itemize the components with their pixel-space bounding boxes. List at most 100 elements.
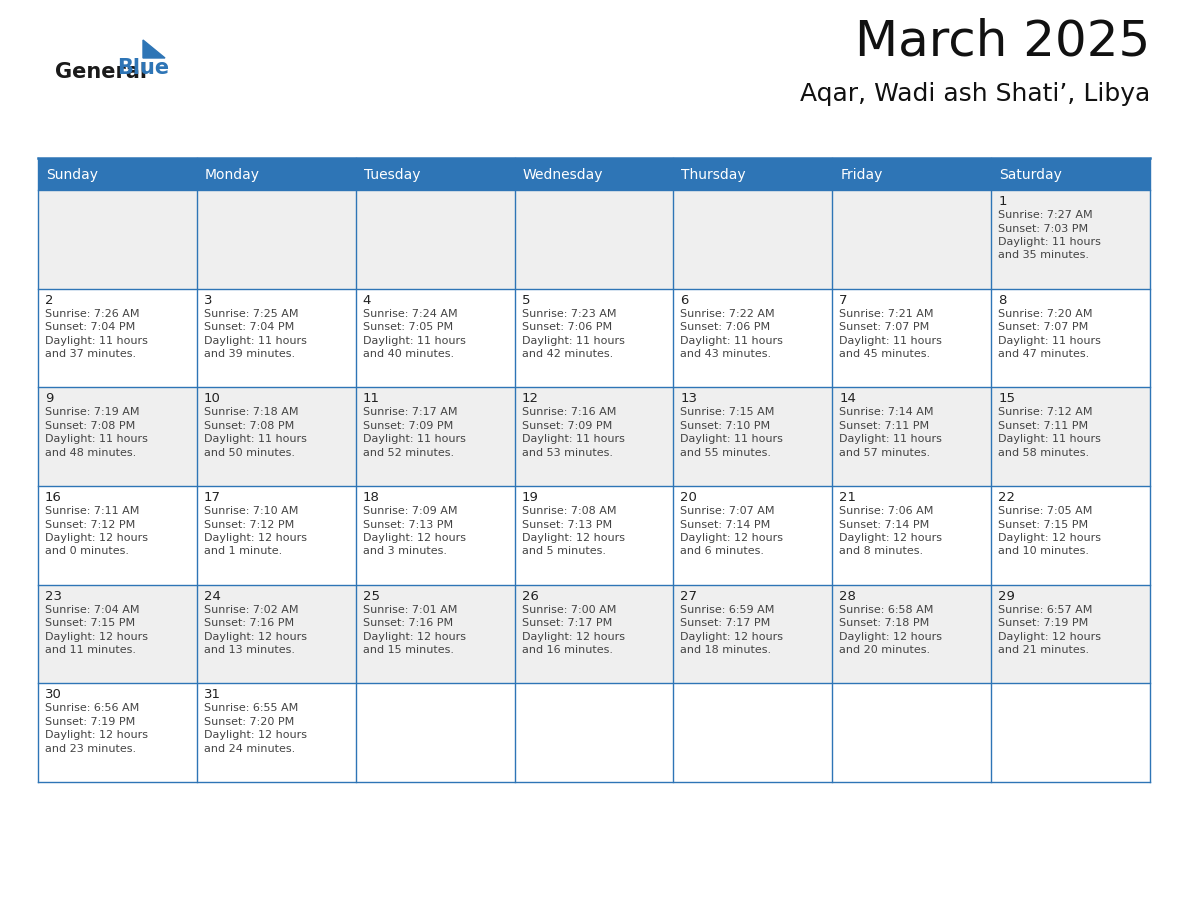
- Text: Sunset: 7:12 PM: Sunset: 7:12 PM: [204, 520, 295, 530]
- Text: and 6 minutes.: and 6 minutes.: [681, 546, 764, 556]
- Text: Sunset: 7:06 PM: Sunset: 7:06 PM: [522, 322, 612, 332]
- Text: 18: 18: [362, 491, 380, 504]
- Text: Sunrise: 7:04 AM: Sunrise: 7:04 AM: [45, 605, 139, 615]
- Text: and 18 minutes.: and 18 minutes.: [681, 645, 771, 655]
- Bar: [197, 585, 355, 683]
- Text: 15: 15: [998, 392, 1015, 406]
- Bar: [355, 585, 514, 683]
- Text: 2: 2: [45, 294, 53, 307]
- Text: Sunset: 7:07 PM: Sunset: 7:07 PM: [839, 322, 929, 332]
- Text: Sunset: 7:19 PM: Sunset: 7:19 PM: [45, 717, 135, 727]
- Text: and 13 minutes.: and 13 minutes.: [204, 645, 295, 655]
- Text: and 45 minutes.: and 45 minutes.: [839, 349, 930, 359]
- Text: and 1 minute.: and 1 minute.: [204, 546, 282, 556]
- Bar: [355, 288, 514, 387]
- Text: March 2025: March 2025: [854, 18, 1150, 66]
- Text: Daylight: 11 hours: Daylight: 11 hours: [522, 336, 625, 346]
- Bar: [991, 486, 1150, 585]
- Text: and 11 minutes.: and 11 minutes.: [45, 645, 135, 655]
- Text: 6: 6: [681, 294, 689, 307]
- Text: Sunrise: 7:02 AM: Sunrise: 7:02 AM: [204, 605, 298, 615]
- Text: Sunset: 7:04 PM: Sunset: 7:04 PM: [204, 322, 295, 332]
- Text: Sunrise: 7:08 AM: Sunrise: 7:08 AM: [522, 506, 617, 516]
- Text: Daylight: 12 hours: Daylight: 12 hours: [362, 533, 466, 543]
- Text: and 48 minutes.: and 48 minutes.: [45, 448, 137, 458]
- Text: Sunset: 7:17 PM: Sunset: 7:17 PM: [522, 618, 612, 628]
- Text: Sunrise: 7:26 AM: Sunrise: 7:26 AM: [45, 308, 139, 319]
- Text: and 53 minutes.: and 53 minutes.: [522, 448, 613, 458]
- Text: Sunrise: 7:00 AM: Sunrise: 7:00 AM: [522, 605, 615, 615]
- Text: Sunset: 7:07 PM: Sunset: 7:07 PM: [998, 322, 1088, 332]
- Text: Sunday: Sunday: [46, 168, 97, 182]
- Text: Blue: Blue: [116, 58, 169, 78]
- Polygon shape: [143, 40, 165, 58]
- Text: Daylight: 12 hours: Daylight: 12 hours: [45, 632, 148, 642]
- Text: Sunset: 7:14 PM: Sunset: 7:14 PM: [681, 520, 771, 530]
- Text: and 20 minutes.: and 20 minutes.: [839, 645, 930, 655]
- Text: 7: 7: [839, 294, 848, 307]
- Text: and 15 minutes.: and 15 minutes.: [362, 645, 454, 655]
- Text: 12: 12: [522, 392, 538, 406]
- Text: Sunrise: 6:59 AM: Sunrise: 6:59 AM: [681, 605, 775, 615]
- Bar: [514, 158, 674, 190]
- Text: 31: 31: [204, 688, 221, 701]
- Text: 11: 11: [362, 392, 380, 406]
- Text: Sunrise: 7:10 AM: Sunrise: 7:10 AM: [204, 506, 298, 516]
- Text: 17: 17: [204, 491, 221, 504]
- Text: Sunset: 7:09 PM: Sunset: 7:09 PM: [362, 420, 453, 431]
- Text: Daylight: 12 hours: Daylight: 12 hours: [45, 533, 148, 543]
- Text: Sunrise: 7:19 AM: Sunrise: 7:19 AM: [45, 408, 139, 418]
- Text: Monday: Monday: [204, 168, 260, 182]
- Bar: [674, 683, 833, 782]
- Bar: [833, 158, 991, 190]
- Text: Daylight: 11 hours: Daylight: 11 hours: [362, 434, 466, 444]
- Text: and 37 minutes.: and 37 minutes.: [45, 349, 137, 359]
- Text: Daylight: 11 hours: Daylight: 11 hours: [839, 434, 942, 444]
- Text: 14: 14: [839, 392, 857, 406]
- Text: Daylight: 12 hours: Daylight: 12 hours: [681, 533, 783, 543]
- Text: Sunset: 7:20 PM: Sunset: 7:20 PM: [204, 717, 295, 727]
- Text: Daylight: 11 hours: Daylight: 11 hours: [998, 237, 1101, 247]
- Text: 25: 25: [362, 589, 380, 602]
- Text: Sunset: 7:06 PM: Sunset: 7:06 PM: [681, 322, 771, 332]
- Text: Sunset: 7:04 PM: Sunset: 7:04 PM: [45, 322, 135, 332]
- Bar: [514, 190, 674, 288]
- Text: Sunrise: 7:27 AM: Sunrise: 7:27 AM: [998, 210, 1093, 220]
- Bar: [197, 158, 355, 190]
- Text: Sunset: 7:17 PM: Sunset: 7:17 PM: [681, 618, 771, 628]
- Bar: [197, 190, 355, 288]
- Text: and 40 minutes.: and 40 minutes.: [362, 349, 454, 359]
- Text: Sunrise: 7:25 AM: Sunrise: 7:25 AM: [204, 308, 298, 319]
- Text: Aqar, Wadi ash Shati’, Libya: Aqar, Wadi ash Shati’, Libya: [800, 82, 1150, 106]
- Bar: [38, 158, 197, 190]
- Text: 27: 27: [681, 589, 697, 602]
- Text: Sunrise: 7:21 AM: Sunrise: 7:21 AM: [839, 308, 934, 319]
- Bar: [674, 288, 833, 387]
- Text: 1: 1: [998, 195, 1006, 208]
- Text: Sunrise: 7:01 AM: Sunrise: 7:01 AM: [362, 605, 457, 615]
- Bar: [991, 288, 1150, 387]
- Text: and 0 minutes.: and 0 minutes.: [45, 546, 129, 556]
- Text: Daylight: 11 hours: Daylight: 11 hours: [362, 336, 466, 346]
- Text: Sunrise: 7:05 AM: Sunrise: 7:05 AM: [998, 506, 1093, 516]
- Bar: [833, 190, 991, 288]
- Text: 23: 23: [45, 589, 62, 602]
- Text: Sunrise: 6:57 AM: Sunrise: 6:57 AM: [998, 605, 1093, 615]
- Text: Sunrise: 6:56 AM: Sunrise: 6:56 AM: [45, 703, 139, 713]
- Text: Sunrise: 7:15 AM: Sunrise: 7:15 AM: [681, 408, 775, 418]
- Bar: [38, 387, 197, 486]
- Text: and 47 minutes.: and 47 minutes.: [998, 349, 1089, 359]
- Text: Daylight: 12 hours: Daylight: 12 hours: [681, 632, 783, 642]
- Text: Daylight: 12 hours: Daylight: 12 hours: [362, 632, 466, 642]
- Text: Sunset: 7:05 PM: Sunset: 7:05 PM: [362, 322, 453, 332]
- Text: Daylight: 12 hours: Daylight: 12 hours: [839, 533, 942, 543]
- Bar: [355, 158, 514, 190]
- Bar: [991, 190, 1150, 288]
- Text: and 52 minutes.: and 52 minutes.: [362, 448, 454, 458]
- Text: and 8 minutes.: and 8 minutes.: [839, 546, 923, 556]
- Text: Sunset: 7:11 PM: Sunset: 7:11 PM: [998, 420, 1088, 431]
- Text: Sunset: 7:13 PM: Sunset: 7:13 PM: [362, 520, 453, 530]
- Text: and 42 minutes.: and 42 minutes.: [522, 349, 613, 359]
- Text: and 35 minutes.: and 35 minutes.: [998, 251, 1089, 261]
- Bar: [355, 387, 514, 486]
